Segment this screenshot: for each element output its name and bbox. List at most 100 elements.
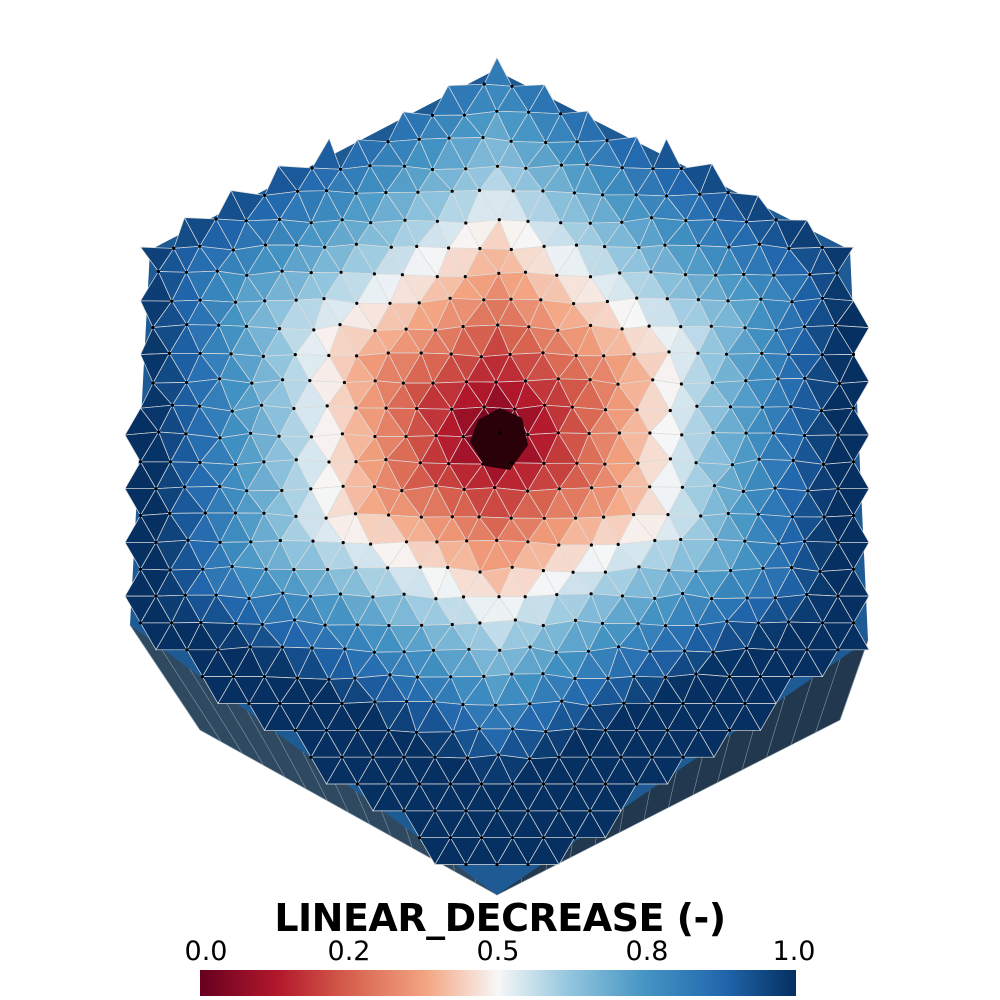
mesh-node [218, 436, 222, 440]
mesh-node [386, 351, 390, 355]
mesh-node [172, 246, 176, 250]
mesh-node [790, 566, 794, 570]
mesh-node [603, 462, 607, 466]
mesh-node [482, 405, 486, 409]
mesh-node [574, 354, 578, 358]
mesh-node [481, 462, 485, 466]
mesh-node [432, 700, 436, 704]
mesh-node [559, 163, 564, 167]
mesh-node [528, 645, 532, 649]
mesh-node [327, 677, 331, 682]
mesh-node [527, 325, 531, 329]
mesh-node [618, 484, 622, 488]
mesh-node [510, 84, 514, 88]
mesh-node [617, 431, 622, 435]
mesh-node [387, 623, 391, 628]
mesh-node [218, 377, 222, 381]
mesh-node [498, 431, 502, 435]
mesh-side-edge [182, 656, 243, 754]
mesh-node [526, 433, 530, 437]
mesh-node [415, 675, 419, 679]
mesh-node [355, 301, 359, 305]
mesh-node [154, 594, 158, 598]
mesh-node [573, 618, 578, 623]
mesh-node [696, 298, 701, 302]
mesh-node [448, 782, 453, 786]
mesh-node [495, 164, 500, 168]
mesh-node [198, 244, 202, 248]
mesh-node [495, 109, 499, 113]
mesh-node [510, 782, 515, 786]
mesh-node [543, 403, 547, 407]
mesh-node [635, 408, 639, 412]
mesh-node [725, 619, 729, 623]
mesh-node [714, 273, 718, 277]
mesh-node [774, 328, 778, 332]
mesh-element [589, 810, 622, 839]
colorbar-tick-label: 0.8 [625, 936, 669, 967]
mesh-node [198, 460, 202, 465]
mesh-node [590, 486, 594, 490]
mesh-node [280, 488, 284, 493]
mesh-node [648, 485, 652, 489]
mesh-node [448, 836, 453, 840]
mesh-node [493, 486, 497, 490]
mesh-node [851, 513, 856, 518]
mesh-node [648, 649, 652, 654]
mesh-node [666, 513, 670, 517]
mesh-node [575, 140, 579, 144]
mesh-node [431, 648, 436, 652]
mesh-node [539, 298, 543, 302]
mesh-node [572, 836, 577, 840]
mesh-node [836, 540, 840, 545]
mesh-node [372, 650, 376, 654]
mesh-node [636, 461, 640, 465]
mesh-node [477, 188, 482, 192]
mesh-node [694, 569, 698, 574]
mesh-element [837, 434, 870, 463]
mesh-node [446, 565, 450, 570]
mesh-node [822, 515, 826, 519]
mesh-node [724, 352, 729, 356]
mesh-node [354, 406, 358, 410]
mesh-node [509, 297, 513, 301]
mesh-node [250, 381, 254, 385]
mesh-node [509, 139, 513, 143]
mesh-node [710, 597, 714, 601]
mesh-node [278, 327, 282, 331]
mesh-node [402, 755, 406, 759]
mesh-node [402, 164, 407, 168]
mesh-node [338, 323, 342, 327]
mesh-node [757, 242, 762, 246]
mesh-node [372, 485, 376, 489]
mesh-node [695, 623, 699, 628]
mesh-node [760, 405, 764, 409]
mesh-node [168, 568, 172, 572]
mesh-node [369, 221, 373, 225]
mesh-node [709, 324, 713, 328]
mesh-node [694, 672, 698, 676]
mesh-node [417, 301, 421, 305]
mesh-node [616, 382, 620, 386]
mesh-node [294, 458, 298, 462]
mesh-node [634, 193, 638, 197]
mesh-node [277, 434, 281, 438]
mesh-node [622, 701, 626, 705]
mesh-node [292, 406, 296, 411]
mesh-node [154, 487, 158, 491]
mesh-node [218, 484, 222, 489]
mesh-node [710, 381, 715, 385]
mesh-node [851, 621, 856, 625]
mesh-node [743, 326, 747, 330]
mesh-node [244, 219, 248, 223]
mesh-node [711, 650, 715, 654]
mesh-node [464, 862, 468, 867]
mesh-node [605, 138, 609, 143]
mesh-element [806, 649, 839, 678]
mesh-node [434, 597, 438, 601]
mesh-node [343, 647, 347, 651]
mesh-node [617, 645, 621, 649]
mesh-node [603, 570, 608, 574]
mesh-node [498, 648, 502, 652]
